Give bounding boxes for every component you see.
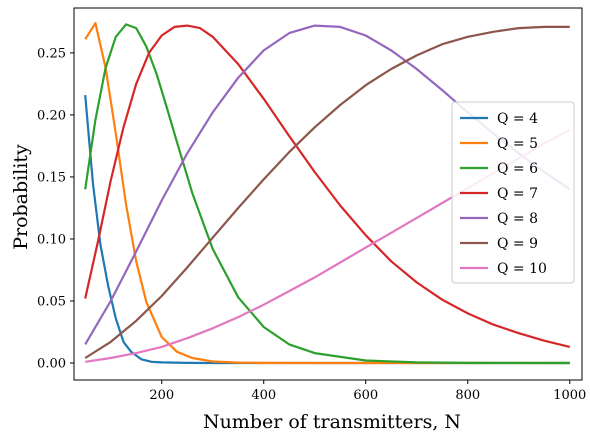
y-tick-label: 0.20 bbox=[37, 108, 66, 123]
legend-label: Q = 10 bbox=[497, 261, 547, 277]
x-tick-label: 800 bbox=[455, 388, 480, 403]
x-tick-label: 1000 bbox=[553, 388, 586, 403]
plot-frame bbox=[73, 7, 583, 381]
legend-label: Q = 6 bbox=[497, 161, 538, 177]
y-tick-label: 0.15 bbox=[37, 170, 66, 185]
y-tick-label: 0.10 bbox=[37, 232, 66, 247]
y-tick-label: 0.25 bbox=[37, 46, 66, 61]
legend-label: Q = 5 bbox=[497, 136, 538, 152]
series-line-4 bbox=[84, 24, 571, 348]
series-line-2 bbox=[84, 22, 570, 365]
x-axis-label: Number of transmitters, N bbox=[203, 411, 461, 433]
x-axis: 200 400 600 800 1000 bbox=[149, 380, 586, 403]
y-axis-label: Probability bbox=[10, 144, 32, 250]
y-axis: 0.00 0.05 0.10 0.15 0.20 0.25 bbox=[37, 46, 74, 372]
x-tick-label: 600 bbox=[353, 388, 378, 403]
legend: Q = 4 Q = 5 Q = 6 Q = 7 Q = 8 Q = 9 Q = 10 bbox=[451, 101, 575, 284]
y-tick-label: 0.00 bbox=[37, 357, 66, 372]
legend-box bbox=[451, 101, 575, 284]
series-layer bbox=[84, 22, 571, 365]
series-line-3 bbox=[84, 23, 570, 365]
legend-label: Q = 4 bbox=[497, 111, 538, 127]
x-tick-label: 400 bbox=[251, 388, 276, 403]
legend-label: Q = 8 bbox=[497, 211, 538, 227]
legend-label: Q = 7 bbox=[497, 186, 538, 202]
x-tick-label: 200 bbox=[149, 388, 174, 403]
series-line-6 bbox=[84, 25, 570, 359]
y-tick-label: 0.05 bbox=[37, 294, 66, 309]
legend-label: Q = 9 bbox=[497, 236, 538, 252]
